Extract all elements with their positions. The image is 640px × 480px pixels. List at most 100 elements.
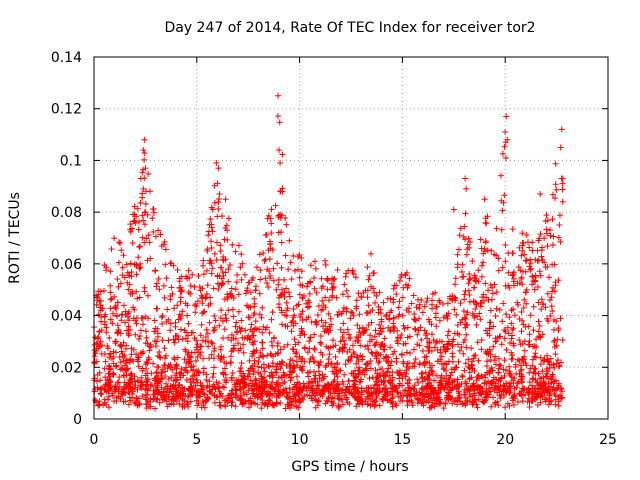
data-point [454, 261, 461, 268]
data-point [174, 266, 181, 273]
data-point [365, 302, 372, 309]
data-point [474, 313, 481, 320]
data-point [347, 315, 354, 322]
data-point [232, 248, 239, 255]
data-point [523, 300, 530, 307]
data-point [529, 281, 536, 288]
data-point [517, 362, 524, 369]
data-point [310, 368, 317, 375]
data-point [121, 274, 128, 281]
data-point [487, 319, 494, 326]
data-point [495, 267, 502, 274]
data-point [342, 273, 349, 280]
data-point [419, 347, 426, 354]
data-point [269, 309, 276, 316]
data-point [469, 258, 476, 265]
data-point [162, 380, 169, 387]
data-point [210, 327, 217, 334]
data-point [445, 328, 452, 335]
data-point [304, 283, 311, 290]
data-point [395, 304, 402, 311]
data-point [376, 321, 383, 328]
data-point [125, 332, 132, 339]
data-point [465, 356, 472, 363]
data-point [428, 331, 435, 338]
data-point [498, 341, 505, 348]
data-point [558, 126, 565, 133]
data-point [217, 346, 224, 353]
data-point [347, 334, 354, 341]
data-point [312, 265, 319, 272]
data-point [370, 270, 377, 277]
data-point [318, 275, 325, 282]
data-point [173, 377, 180, 384]
data-point [98, 351, 105, 358]
data-point [551, 343, 558, 350]
data-point [298, 268, 305, 275]
data-point [232, 403, 239, 410]
data-point [215, 165, 222, 172]
data-point [290, 252, 297, 259]
data-point [484, 247, 491, 254]
data-point [355, 364, 362, 371]
x-tick-label: 15 [393, 432, 411, 448]
data-point [139, 321, 146, 328]
data-point [334, 373, 341, 380]
data-point [215, 199, 222, 206]
data-point [292, 350, 299, 357]
data-point [187, 379, 194, 386]
data-point [95, 311, 102, 318]
data-point [411, 325, 418, 332]
data-point [218, 307, 225, 314]
data-point [268, 220, 275, 227]
data-point [503, 346, 510, 353]
data-point [457, 300, 464, 307]
data-point [535, 318, 542, 325]
y-axis-label: ROTI / TECUs [7, 192, 23, 284]
data-point [393, 402, 400, 409]
data-point [497, 395, 504, 402]
data-point [322, 257, 329, 264]
data-point [136, 244, 143, 251]
data-point [501, 357, 508, 364]
data-point [549, 216, 556, 223]
data-point [478, 273, 485, 280]
data-point [311, 331, 318, 338]
data-point [406, 275, 413, 282]
data-point [460, 350, 467, 357]
data-point [371, 289, 378, 296]
data-point [416, 305, 423, 312]
data-point [199, 383, 206, 390]
data-point [154, 363, 161, 370]
data-point [245, 279, 252, 286]
data-point [301, 331, 308, 338]
data-point [423, 299, 430, 306]
data-point [187, 282, 194, 289]
data-point [521, 251, 528, 258]
data-point [219, 281, 226, 288]
data-point [514, 398, 521, 405]
data-point [549, 261, 556, 268]
data-point [381, 335, 388, 342]
data-point [313, 289, 320, 296]
data-point [204, 282, 211, 289]
data-point [453, 311, 460, 318]
data-point [219, 383, 226, 390]
data-point [462, 175, 469, 182]
data-point [211, 199, 218, 206]
data-point [153, 283, 160, 290]
data-point [214, 213, 221, 220]
data-point [291, 267, 298, 274]
data-point [452, 275, 459, 282]
data-point [97, 377, 104, 384]
data-point [119, 264, 126, 271]
data-point [518, 328, 525, 335]
data-point [411, 311, 418, 318]
x-tick-labels: 0 5 10 15 20 25 [90, 432, 617, 448]
data-point [139, 234, 146, 241]
data-point [200, 257, 207, 264]
data-point [356, 311, 363, 318]
data-point [141, 149, 148, 156]
data-point [523, 286, 530, 293]
data-point [551, 337, 558, 344]
